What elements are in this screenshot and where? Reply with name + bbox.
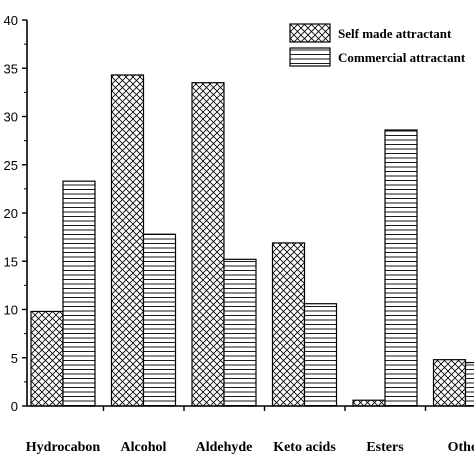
- y-tick-label: 10: [4, 303, 18, 318]
- y-tick-label: 30: [4, 110, 18, 125]
- bar-commercial-esters: [384, 129, 418, 407]
- bar-self-made-aldehyde: [191, 82, 225, 407]
- bar-self-made-keto-acids: [271, 242, 306, 407]
- y-tick-label: 15: [4, 254, 18, 269]
- bar-commercial-keto-acids: [303, 303, 338, 407]
- bar-self-made-alcohol: [110, 74, 145, 407]
- x-tick-label: Esters: [366, 440, 404, 455]
- legend-swatch-commercial: [289, 47, 331, 67]
- bar-commercial-alcohol: [142, 233, 177, 407]
- legend-label-self-made: Self made attractant: [338, 26, 452, 41]
- x-tick-label: Hydrocabon: [26, 440, 101, 455]
- x-tick-label: Alcohol: [121, 440, 167, 455]
- bar-self-made-other: [432, 359, 467, 407]
- bar-self-made-esters: [352, 399, 386, 407]
- x-tick-label: Keto acids: [273, 440, 336, 455]
- bar-commercial-hydrocabon: [62, 180, 96, 407]
- bar-commercial-aldehyde: [223, 258, 257, 407]
- y-tick-label: 0: [11, 399, 18, 414]
- legend-label-commercial: Commercial attractant: [338, 50, 466, 65]
- y-tick-label: 35: [4, 61, 18, 76]
- y-tick-label: 5: [11, 351, 18, 366]
- y-tick-label: 25: [4, 158, 18, 173]
- x-tick-label: Aldehyde: [196, 440, 253, 455]
- y-tick-label: 40: [4, 13, 18, 28]
- y-tick-label: 20: [4, 206, 18, 221]
- bar-commercial-other: [464, 361, 474, 407]
- x-tick-label: Other: [448, 440, 474, 455]
- legend-swatch-self-made: [289, 23, 331, 43]
- plot-area: 0 5 10 15 20 25 30 35 40 Hydrocabon Alcohol Aldehyd…: [4, 13, 474, 455]
- bar-self-made-hydrocabon: [30, 310, 64, 407]
- legend: Self made attractant Commercial attractan…: [289, 23, 466, 67]
